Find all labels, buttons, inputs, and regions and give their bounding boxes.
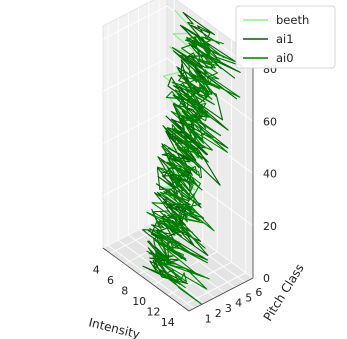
y-tick-label: 4 <box>235 297 242 310</box>
z-grid-line <box>102 109 254 174</box>
x-tick-label: 6 <box>107 274 114 287</box>
legend-label-ai1: ai1 <box>276 32 294 46</box>
x-axis-label: Intensity <box>87 315 141 339</box>
left-pane <box>102 0 168 249</box>
x-tick-label: 4 <box>93 263 100 276</box>
x-tick-label: 14 <box>161 316 175 329</box>
series-ai0 <box>146 33 241 305</box>
z-grid-line <box>102 214 254 279</box>
y-tick-label: 1 <box>205 312 212 325</box>
legend-label-ai0: ai0 <box>276 51 294 65</box>
legend-label-beeth: beeth <box>276 13 309 27</box>
z-grid-line <box>102 5 254 70</box>
x-tick-label: 10 <box>132 295 146 308</box>
x-tick-label: 8 <box>121 284 128 297</box>
series-line-ai0 <box>146 33 241 305</box>
y-axis-line <box>188 277 254 312</box>
series-layer <box>142 9 244 305</box>
z-tick-label: 20 <box>263 220 277 233</box>
x-tick-label: 12 <box>147 305 161 318</box>
y-tick-label: 5 <box>245 291 252 304</box>
y-axis-label: Pitch Class <box>261 261 307 323</box>
legend: beeth ai1 ai0 <box>235 5 336 69</box>
y-tick-label: 6 <box>255 286 262 299</box>
z-tick-label: 40 <box>263 168 277 181</box>
legend-box <box>235 5 336 69</box>
z-tick-label: 60 <box>263 115 277 128</box>
z-tick-label: 0 <box>263 272 270 285</box>
z-grid-line <box>102 57 254 122</box>
x-axis-line <box>102 247 190 312</box>
y-tick-label: 2 <box>215 307 222 320</box>
y-tick-label: 3 <box>225 302 232 315</box>
